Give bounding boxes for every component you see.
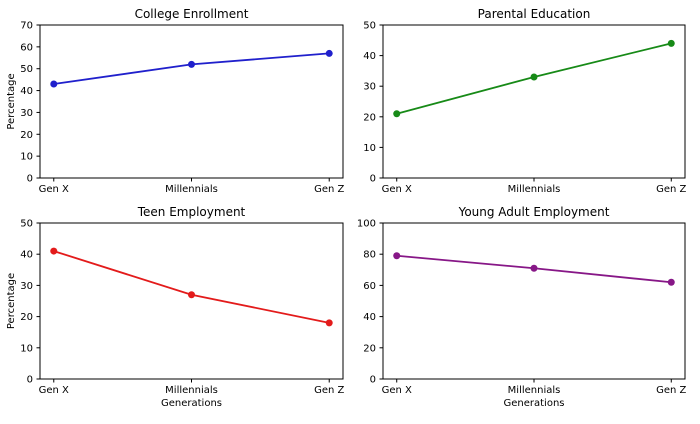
y-tick-label: 10 <box>20 152 33 163</box>
x-tick-label: Gen X <box>39 184 69 195</box>
series-line <box>52 250 331 324</box>
plot-title: Teen Employment <box>137 205 246 219</box>
y-tick-label: 20 <box>363 343 376 354</box>
data-point <box>393 110 401 118</box>
data-point <box>50 80 58 88</box>
x-tick-label: Millennials <box>165 385 218 396</box>
plot-title: Young Adult Employment <box>458 205 610 219</box>
plot-title: College Enrollment <box>135 7 249 21</box>
y-tick-label: 0 <box>370 174 376 185</box>
y-tick-label: 40 <box>363 312 376 323</box>
y-tick-label: 30 <box>363 82 376 93</box>
data-point <box>188 60 195 68</box>
y-tick-label: 0 <box>27 375 33 386</box>
subplot-parental-education: Parental Education 0 10 20 30 40 50 Gen X Millen… <box>363 7 686 195</box>
y-tick-label: 30 <box>20 108 33 119</box>
x-tick-label: Gen Z <box>656 385 686 396</box>
y-tick-label: 50 <box>363 21 376 32</box>
axes-frame <box>39 222 344 380</box>
series-line <box>52 52 331 85</box>
y-tick-label: 0 <box>370 375 376 386</box>
axes-frame <box>382 222 686 380</box>
x-axis-label: Generations <box>504 398 565 409</box>
data-point <box>530 73 538 81</box>
y-tick-label: 80 <box>363 250 376 261</box>
y-tick-label: 0 <box>27 174 33 185</box>
y-tick-label: 60 <box>20 42 33 53</box>
data-point <box>393 252 401 260</box>
axes-frame <box>382 24 686 179</box>
y-tick-label: 20 <box>20 312 33 323</box>
x-axis-label: Generations <box>161 398 222 409</box>
x-tick-label: Gen Z <box>314 385 344 396</box>
y-tick-label: 20 <box>363 112 376 123</box>
data-point <box>325 49 333 57</box>
y-tick-label: 70 <box>20 21 33 32</box>
data-point <box>667 278 675 286</box>
y-tick-label: 10 <box>20 343 33 354</box>
y-tick-label: 40 <box>20 250 33 261</box>
y-tick-label: 60 <box>363 281 376 292</box>
x-tick-label: Gen Z <box>314 184 344 195</box>
data-point <box>667 39 675 47</box>
plot-title: Parental Education <box>478 7 591 21</box>
y-tick-label: 40 <box>363 51 376 62</box>
data-point <box>50 247 58 255</box>
x-tick-label: Gen Z <box>656 184 686 195</box>
x-tick-label: Millennials <box>165 184 218 195</box>
y-tick-label: 50 <box>20 64 33 75</box>
x-tick-label: Gen X <box>382 385 412 396</box>
data-point <box>325 319 333 327</box>
x-tick-label: Millennials <box>508 184 561 195</box>
data-point <box>530 264 538 272</box>
data-point <box>188 291 195 299</box>
subplot-young-adult-employment: Young Adult Employment 0 20 40 60 80 100 Gen X M… <box>357 205 687 409</box>
x-tick-label: Gen X <box>39 385 69 396</box>
x-tick-label: Gen X <box>382 184 412 195</box>
x-tick-label: Millennials <box>508 385 561 396</box>
y-tick-label: 10 <box>363 143 376 154</box>
y-tick-label: 100 <box>357 219 376 230</box>
subplot-college-enrollment: College Enrollment 0 10 20 30 40 50 60 70 Gen X Mi… <box>6 7 345 195</box>
y-tick-label: 40 <box>20 86 33 97</box>
subplot-teen-employment: Teen Employment 0 10 20 30 40 50 Gen X Millennia… <box>6 205 345 409</box>
y-tick-label: 50 <box>20 219 33 230</box>
axes-frame <box>39 24 344 179</box>
y-axis-label: Percentage <box>6 73 17 129</box>
y-tick-label: 30 <box>20 281 33 292</box>
y-tick-label: 20 <box>20 130 33 141</box>
y-axis-label: Percentage <box>6 273 17 329</box>
